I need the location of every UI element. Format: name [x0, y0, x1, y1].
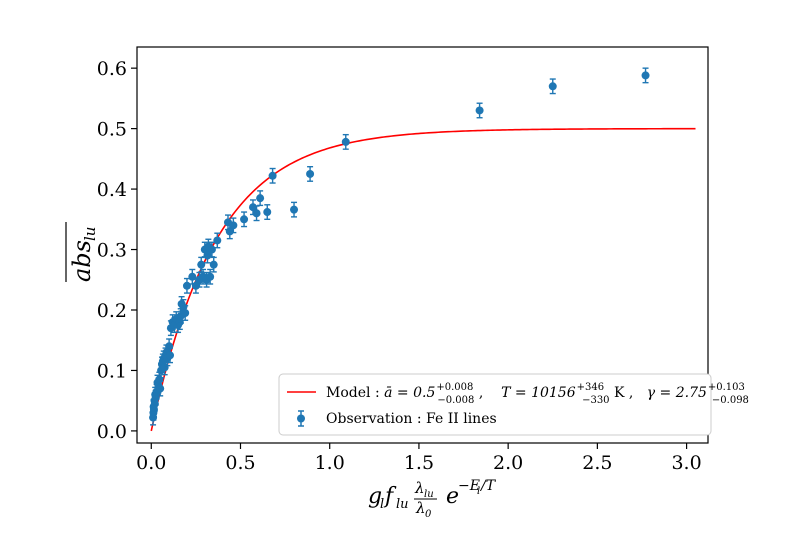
x-axis-ticks: 0.0 0.5 1.0 1.5 2.0 2.5 3.0: [136, 443, 702, 474]
y-tick-label: 0.6: [97, 58, 127, 80]
y-tick-label: 0.4: [97, 179, 127, 201]
legend-observation-marker: [297, 410, 305, 427]
observation-point: [263, 204, 272, 221]
svg-text:l: l: [477, 486, 480, 497]
observation-point: [548, 78, 557, 95]
svg-text:lu: lu: [81, 227, 99, 241]
observation-point: [209, 256, 218, 273]
x-axis-label: g l f lu λ lu λ 0 e −E l /T: [368, 478, 497, 520]
svg-text:l: l: [380, 497, 384, 512]
y-axis-ticks: 0.0 0.1 0.2 0.3 0.4 0.5 0.6: [97, 58, 137, 443]
svg-text:−E: −E: [458, 478, 480, 494]
observation-point: [256, 190, 265, 207]
observation-point: [182, 277, 191, 294]
x-tick-label: 2.0: [493, 452, 523, 474]
observation-point: [229, 217, 238, 234]
plot-area: [149, 67, 696, 432]
svg-text:0: 0: [425, 509, 432, 520]
observation-point: [290, 201, 299, 218]
x-tick-label: 1.0: [315, 452, 345, 474]
observation-point: [252, 205, 261, 222]
x-tick-label: 0.5: [225, 452, 255, 474]
svg-text:abs: abs: [68, 240, 96, 282]
legend: Model : ā = 0.5+0.008 −0.008 , T = 10156+…: [278, 373, 749, 436]
svg-text:λ: λ: [415, 499, 426, 517]
svg-text:g: g: [368, 484, 382, 509]
svg-text:lu: lu: [396, 497, 409, 512]
x-tick-label: 2.5: [582, 452, 612, 474]
y-tick-label: 0.0: [97, 421, 127, 443]
axes-frame: [136, 46, 709, 444]
observation-point: [206, 268, 215, 285]
legend-observation-label: Observation : Fe II lines: [326, 411, 497, 427]
svg-text:e: e: [446, 484, 459, 509]
y-axis-label: abs lu: [65, 222, 99, 282]
observation-point: [156, 380, 165, 397]
observation-point: [166, 347, 175, 364]
model-curve: [150, 127, 696, 432]
y-tick-label: 0.3: [97, 240, 127, 262]
legend-model-label: Model : ā = 0.5+0.008 −0.008 , T = 10156+…: [326, 382, 749, 406]
observation-point: [475, 102, 484, 119]
observation-point: [240, 211, 249, 228]
y-tick-label: 0.2: [97, 300, 127, 322]
x-tick-label: 1.5: [404, 452, 434, 474]
observation-point: [268, 167, 277, 184]
svg-text:λ: λ: [414, 479, 425, 497]
observation-point: [195, 271, 204, 288]
svg-text:/T: /T: [479, 478, 497, 494]
y-tick-label: 0.5: [97, 119, 127, 141]
observation-point: [341, 133, 350, 150]
observation-point: [213, 232, 222, 249]
observation-point: [306, 166, 315, 182]
x-tick-label: 3.0: [671, 452, 701, 474]
svg-text:lu: lu: [424, 489, 434, 500]
x-tick-label: 0.0: [136, 452, 166, 474]
y-tick-label: 0.1: [97, 360, 127, 382]
observation-point: [641, 67, 650, 84]
observation-point: [181, 305, 190, 321]
svg-text:f: f: [383, 484, 397, 509]
